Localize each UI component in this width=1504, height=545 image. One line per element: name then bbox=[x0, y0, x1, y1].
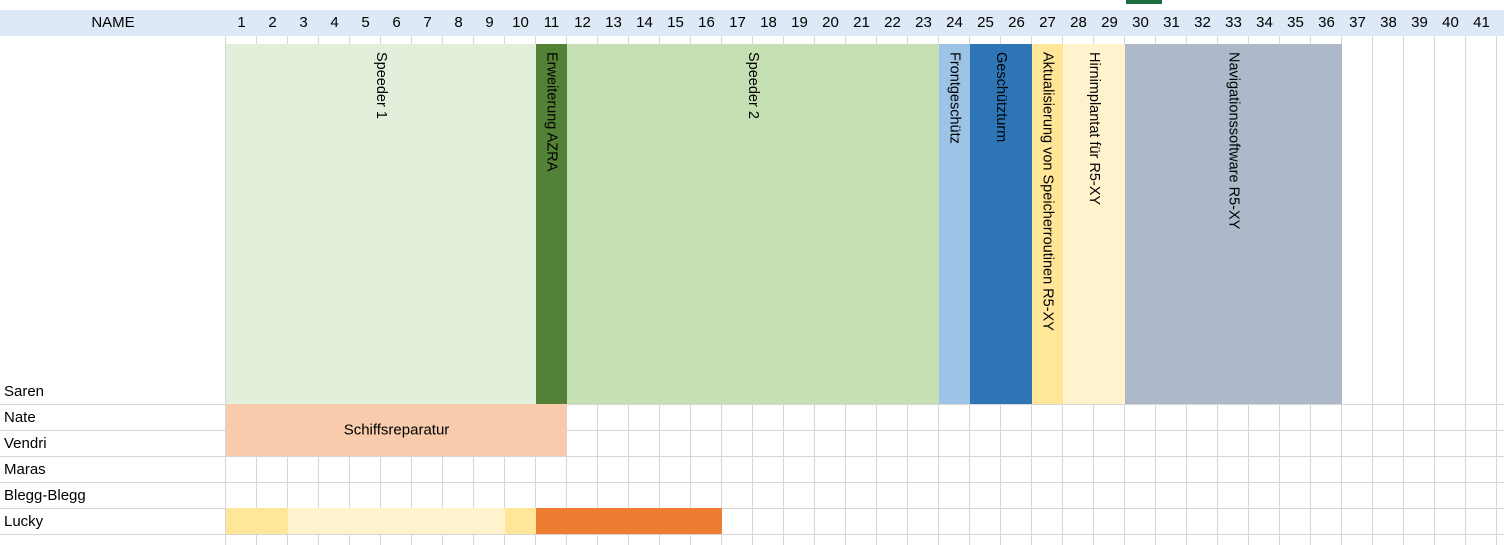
column-header[interactable]: 32 bbox=[1194, 14, 1211, 31]
column-header[interactable]: 23 bbox=[915, 14, 932, 31]
task-label: Geschützturm bbox=[993, 52, 1009, 143]
grid-vline bbox=[1496, 36, 1497, 545]
column-header[interactable]: 16 bbox=[698, 14, 715, 31]
task-label: Erweiterung AZRA bbox=[543, 52, 560, 172]
column-header[interactable]: 20 bbox=[822, 14, 839, 31]
grid-vline bbox=[1434, 36, 1435, 545]
column-header[interactable]: 28 bbox=[1070, 14, 1087, 31]
column-header[interactable]: 29 bbox=[1101, 14, 1118, 31]
column-header[interactable]: 31 bbox=[1163, 14, 1180, 31]
column-header[interactable]: 6 bbox=[392, 14, 401, 31]
grid-hline bbox=[0, 534, 1504, 535]
column-header[interactable]: 30 bbox=[1132, 14, 1149, 31]
task-block[interactable]: Speeder 2 bbox=[567, 44, 939, 404]
column-header[interactable]: 14 bbox=[636, 14, 653, 31]
column-header[interactable]: 24 bbox=[946, 14, 963, 31]
task-block[interactable]: Aktualisierung von Speicherroutinen R5-X… bbox=[1032, 44, 1063, 404]
grid-hline bbox=[0, 404, 1504, 405]
column-header[interactable]: 2 bbox=[268, 14, 277, 31]
row-label[interactable]: Saren bbox=[4, 383, 45, 400]
column-header[interactable]: 22 bbox=[884, 14, 901, 31]
column-header[interactable]: 18 bbox=[760, 14, 777, 31]
column-header[interactable]: 13 bbox=[605, 14, 622, 31]
task-block[interactable] bbox=[226, 508, 288, 534]
task-block[interactable]: Erweiterung AZRA bbox=[536, 44, 567, 404]
column-header[interactable]: 33 bbox=[1225, 14, 1242, 31]
task-block[interactable]: Hirnimplantat für R5-XY bbox=[1063, 44, 1125, 404]
column-header[interactable]: 4 bbox=[330, 14, 339, 31]
task-block[interactable]: Speeder 1 bbox=[226, 44, 536, 404]
grid-hline bbox=[0, 482, 1504, 483]
column-header[interactable]: 39 bbox=[1411, 14, 1428, 31]
column-header[interactable]: 15 bbox=[667, 14, 684, 31]
column-header[interactable]: 1 bbox=[237, 14, 246, 31]
column-header[interactable]: 40 bbox=[1442, 14, 1459, 31]
grid-vline bbox=[1403, 36, 1404, 545]
task-label: Frontgeschütz bbox=[946, 52, 963, 144]
selected-tab-accent bbox=[1126, 0, 1162, 4]
task-block[interactable]: Navigationssoftware R5-XY bbox=[1125, 44, 1342, 404]
grid-hline bbox=[0, 456, 1504, 457]
column-header[interactable]: 8 bbox=[454, 14, 463, 31]
grid-vline bbox=[225, 36, 226, 545]
column-header[interactable]: 26 bbox=[1008, 14, 1025, 31]
row-label[interactable]: Vendri bbox=[4, 435, 47, 452]
column-header[interactable]: 35 bbox=[1287, 14, 1304, 31]
column-header[interactable]: 27 bbox=[1039, 14, 1056, 31]
column-header[interactable]: 21 bbox=[853, 14, 870, 31]
column-header[interactable]: 34 bbox=[1256, 14, 1273, 31]
column-header[interactable]: 25 bbox=[977, 14, 994, 31]
column-header[interactable]: 41 bbox=[1473, 14, 1490, 31]
row-label[interactable]: Maras bbox=[4, 461, 46, 478]
column-header[interactable]: 38 bbox=[1380, 14, 1397, 31]
task-label: Aktualisierung von Speicherroutinen R5-X… bbox=[1039, 52, 1056, 331]
task-block[interactable]: Frontgeschütz bbox=[939, 44, 970, 404]
column-header[interactable]: 17 bbox=[729, 14, 746, 31]
task-label: Hirnimplantat für R5-XY bbox=[1086, 52, 1102, 206]
task-label: Speeder 1 bbox=[373, 52, 389, 119]
task-block[interactable]: Geschützturm bbox=[970, 44, 1032, 404]
header-row bbox=[0, 10, 1504, 36]
row-label[interactable]: Nate bbox=[4, 409, 36, 426]
column-header[interactable]: 19 bbox=[791, 14, 808, 31]
grid-hline bbox=[0, 430, 1504, 431]
column-header[interactable]: 12 bbox=[574, 14, 591, 31]
task-label: Speeder 2 bbox=[745, 52, 761, 119]
column-header[interactable]: 11 bbox=[543, 14, 560, 31]
column-header[interactable]: 5 bbox=[361, 14, 370, 31]
row-label[interactable]: Blegg-Blegg bbox=[4, 487, 86, 504]
task-label: Navigationssoftware R5-XY bbox=[1225, 52, 1242, 230]
name-column-header[interactable]: NAME bbox=[91, 14, 135, 31]
task-label: Schiffsreparatur bbox=[343, 421, 450, 439]
column-header[interactable]: 36 bbox=[1318, 14, 1335, 31]
column-header[interactable]: 9 bbox=[485, 14, 494, 31]
grid-hline bbox=[0, 508, 1504, 509]
task-block[interactable] bbox=[288, 508, 505, 534]
task-block[interactable] bbox=[505, 508, 536, 534]
row-label[interactable]: Lucky bbox=[4, 513, 44, 530]
grid-vline bbox=[1372, 36, 1373, 545]
grid-vline bbox=[1465, 36, 1466, 545]
column-header[interactable]: 3 bbox=[299, 14, 308, 31]
column-header[interactable]: 7 bbox=[423, 14, 432, 31]
column-header[interactable]: 37 bbox=[1349, 14, 1366, 31]
task-block[interactable] bbox=[536, 508, 722, 534]
task-block[interactable]: Schiffsreparatur bbox=[226, 404, 567, 456]
column-header[interactable]: 10 bbox=[512, 14, 529, 31]
